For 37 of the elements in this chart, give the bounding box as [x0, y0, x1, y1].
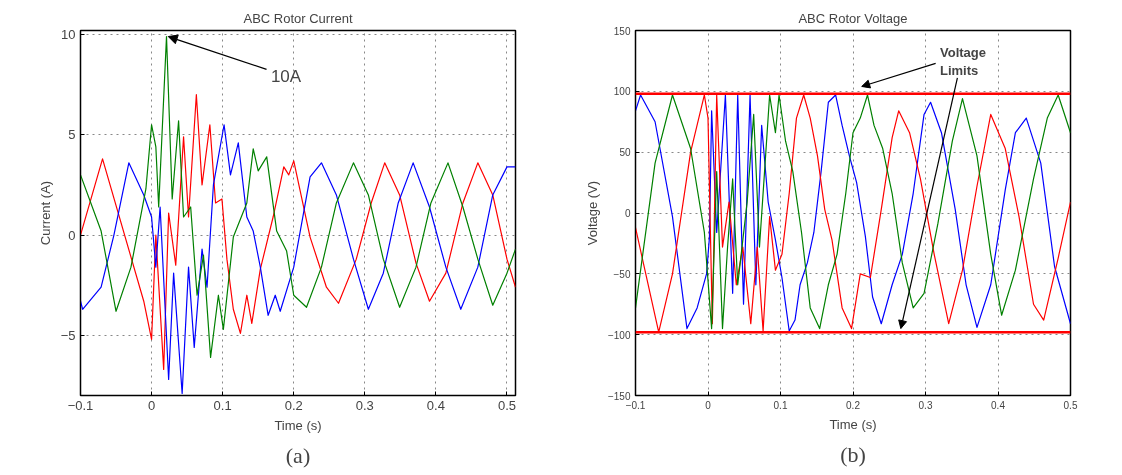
y-tick-label: 0 — [624, 208, 631, 219]
x-tick-label: 0.2 — [284, 397, 303, 413]
y-axis-title: Voltage (V) — [584, 180, 600, 246]
x-tick-label: 0.5 — [1063, 399, 1078, 411]
y-tick-label: −50 — [613, 268, 631, 280]
x-tick-label: 0 — [147, 397, 156, 413]
y-tick-label: 50 — [619, 147, 631, 159]
text: (a) — [285, 442, 311, 468]
x-axis-title: Time (s) — [274, 417, 322, 433]
y-tick-label: 0 — [68, 227, 76, 243]
text: (b) — [840, 441, 866, 467]
y-tick-label: 5 — [68, 127, 76, 143]
line-series — [80, 94, 516, 371]
x-tick-label: −0.1 — [625, 399, 646, 411]
x-tick-label: 0.3 — [355, 397, 374, 413]
annotation: Voltage Limits — [940, 45, 986, 79]
y-tick-label: 10 — [61, 27, 76, 43]
x-tick-label: −0.1 — [67, 397, 94, 413]
y-tick-label: −150 — [607, 390, 631, 402]
x-tick-label: 0.4 — [426, 397, 445, 413]
x-tick-label: 0.2 — [846, 399, 861, 411]
y-tick-label: −5 — [60, 327, 76, 343]
x-tick-label: 0.5 — [497, 397, 517, 413]
x-axis-title: Time (s) — [829, 416, 877, 432]
x-tick-label: 0.1 — [773, 399, 788, 411]
x-tick-label: 0.3 — [918, 399, 933, 411]
chart-title: ABC Rotor Current — [243, 10, 353, 26]
x-tick-label: 0.1 — [213, 397, 232, 413]
y-axis-title: Current (A) — [37, 180, 53, 246]
y-tick-label: 100 — [613, 86, 631, 98]
annotation: 10A — [270, 67, 302, 87]
y-tick-label: −100 — [607, 329, 631, 341]
y-tick-label: 150 — [613, 25, 631, 37]
chart-title: ABC Rotor Voltage — [798, 10, 908, 26]
x-tick-label: 0.4 — [991, 399, 1006, 411]
x-tick-label: 0 — [705, 399, 712, 411]
line-series — [80, 35, 516, 358]
